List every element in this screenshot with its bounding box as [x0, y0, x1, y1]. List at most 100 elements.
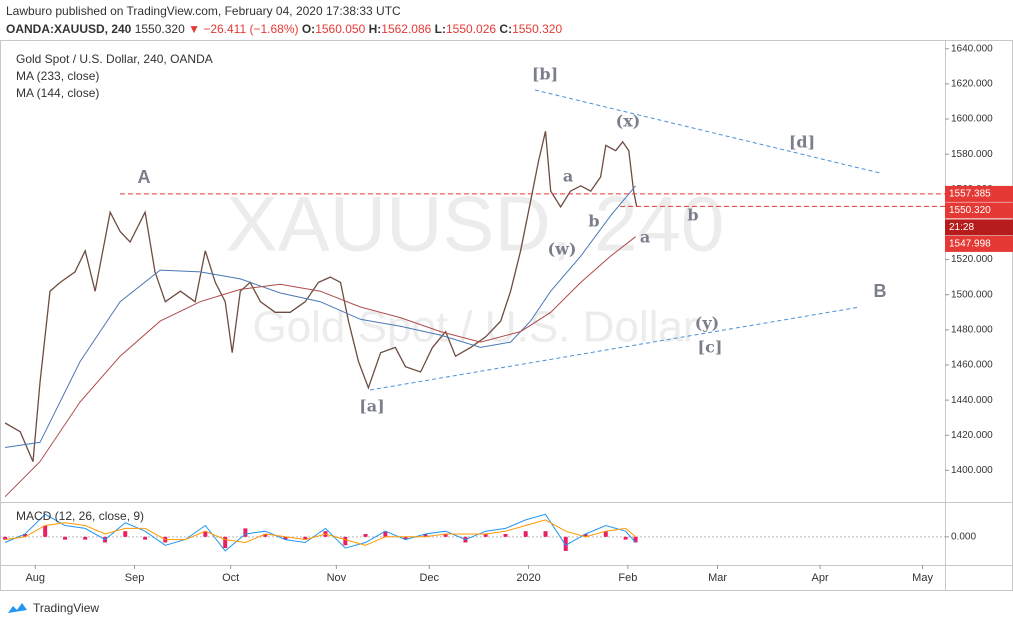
countdown: 21:28	[949, 222, 974, 233]
y-tick-label: 1440.000	[951, 395, 993, 406]
histogram-bar	[22, 534, 27, 537]
histogram-bar	[523, 531, 528, 537]
price-label: 1547.998	[949, 239, 991, 250]
trendline	[534, 89, 881, 174]
symbol: OANDA:XAUUSD, 240	[6, 22, 132, 36]
histogram-bar	[343, 536, 348, 546]
wave-label: B	[874, 281, 887, 301]
change: ▼ −26.411 (−1.68%)	[188, 22, 298, 36]
y-tick-label: 1400.000	[951, 465, 993, 476]
histogram-bar	[63, 536, 68, 540]
wave-label: b	[588, 212, 599, 231]
legend-entry: MA (233, close)	[16, 69, 99, 83]
y-tick-label: 1580.000	[951, 149, 993, 160]
price-label: 1550.320	[949, 205, 991, 216]
histogram-bar	[583, 534, 588, 537]
wave-label: [c]	[698, 338, 723, 357]
watermark-name: Gold Spot / U.S. Dollar	[252, 303, 697, 352]
histogram-bar	[403, 536, 408, 540]
watermark-symbol: XAUUSD, 240	[226, 180, 725, 268]
histogram-bar	[423, 534, 428, 537]
histogram-bar	[243, 528, 248, 537]
wave-label: b	[687, 206, 698, 225]
histogram-bar	[633, 536, 638, 543]
trendline	[369, 306, 861, 391]
histogram-bar	[363, 534, 368, 537]
y-tick-label: 1460.000	[951, 360, 993, 371]
x-tick-label: Oct	[222, 572, 239, 584]
histogram-bar	[603, 531, 608, 537]
y-tick-label: 1420.000	[951, 430, 993, 441]
x-tick-label: Dec	[419, 572, 439, 584]
price-label-box	[945, 202, 1013, 219]
y-tick-label: 0.000	[951, 531, 976, 542]
ohlc-value: 1562.086	[381, 22, 431, 36]
ohlc-value: 1550.026	[446, 22, 496, 36]
histogram-bar	[303, 536, 308, 540]
moving-average	[5, 185, 636, 448]
y-tick-label: 1600.000	[951, 114, 993, 125]
histogram-bar	[203, 531, 208, 537]
ohlc-value: 1550.320	[512, 22, 562, 36]
y-tick-label: 1620.000	[951, 79, 993, 90]
price-label-box	[945, 185, 1013, 202]
price-label-box	[945, 235, 1013, 252]
ohlc-label: C:	[499, 22, 512, 36]
logo-icon	[8, 603, 27, 613]
wave-label: A	[138, 167, 151, 187]
price-line	[4, 131, 638, 462]
moving-average	[4, 236, 636, 498]
histogram-bar	[263, 534, 268, 537]
wave-label: a	[563, 167, 573, 186]
wave-label: [a]	[359, 397, 385, 416]
ohlc-label: L:	[435, 22, 446, 36]
y-tick-label: 1640.000	[951, 43, 993, 54]
x-tick-label: May	[912, 572, 933, 584]
macd-line	[5, 519, 636, 546]
symbol-line: OANDA:XAUUSD, 240 1550.320 ▼ −26.411 (−1…	[6, 22, 562, 36]
legend-entry: MA (144, close)	[16, 86, 99, 100]
ohlc-label: O:	[302, 22, 315, 36]
wave-label: (y)	[695, 314, 719, 333]
last-price: 1550.320	[135, 22, 185, 36]
countdown-box	[945, 219, 1013, 236]
y-tick-label: 1520.000	[951, 254, 993, 265]
x-tick-label: 2020	[516, 572, 540, 584]
brand: TradingView	[33, 601, 99, 615]
y-tick-label: 1480.000	[951, 324, 993, 335]
legend-entry: Gold Spot / U.S. Dollar, 240, OANDA	[16, 52, 213, 66]
ohlc-value: 1560.050	[315, 22, 365, 36]
x-tick-label: Mar	[708, 572, 727, 584]
wave-label: [b]	[532, 65, 558, 84]
histogram-bar	[503, 534, 508, 537]
wave-label: (x)	[616, 112, 641, 131]
wave-label: a	[640, 228, 650, 247]
byline: Lawburo published on TradingView.com, Fe…	[6, 4, 401, 18]
ohlc-label: H:	[369, 22, 382, 36]
x-tick-label: Nov	[327, 572, 347, 584]
y-tick-label: 1500.000	[951, 289, 993, 300]
x-tick-label: Sep	[125, 572, 145, 584]
price-label: 1557.385	[949, 189, 991, 200]
x-tick-label: Aug	[25, 572, 45, 584]
histogram-bar	[383, 531, 388, 537]
histogram-bar	[123, 531, 128, 537]
plot	[0, 131, 945, 552]
histogram-bar	[223, 536, 228, 549]
macd-line	[4, 513, 636, 552]
histogram-bar	[543, 531, 548, 537]
wave-label: [d]	[789, 133, 815, 152]
histogram-bar	[3, 536, 8, 540]
wave-label: (w)	[548, 240, 577, 259]
macd-title: MACD (12, 26, close, 9)	[16, 509, 144, 523]
histogram-bar	[43, 525, 48, 537]
histogram-bar	[283, 536, 288, 540]
histogram-bar	[443, 534, 448, 537]
histogram-bar	[623, 536, 628, 540]
histogram-bar	[143, 536, 148, 540]
histogram-bar	[563, 536, 568, 551]
histogram-bar	[83, 536, 88, 540]
x-tick-label: Apr	[812, 572, 829, 584]
histogram-bar	[483, 534, 488, 537]
